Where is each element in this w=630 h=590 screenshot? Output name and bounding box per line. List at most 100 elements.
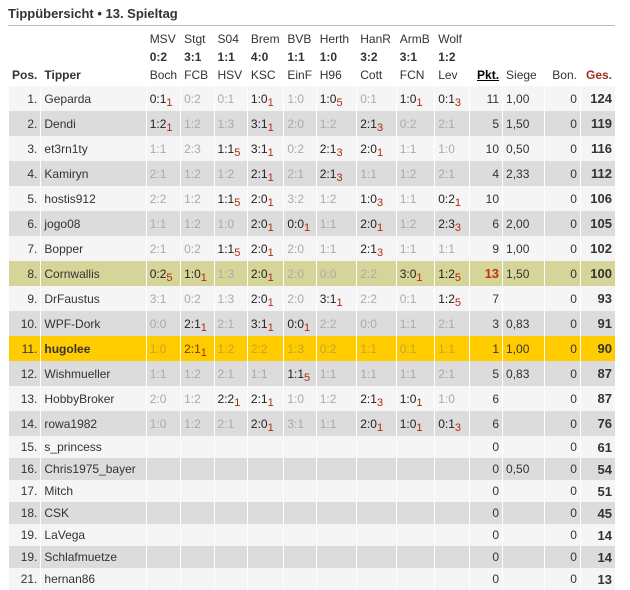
column-header-pkt[interactable]: Pkt. [468, 30, 503, 86]
tip-points: 1 [267, 421, 274, 434]
bonus: 0 [543, 186, 581, 211]
tip-cell [395, 568, 435, 590]
column-header-siege[interactable]: Siege [502, 30, 545, 86]
bonus: 0 [543, 311, 581, 336]
tip-cell: 1:0 [145, 411, 181, 436]
match-header-herth[interactable]: Herth 1:0 H96 [315, 30, 357, 86]
tip-cell [356, 568, 397, 590]
tip-score: 2:1 [149, 166, 167, 181]
tip-points: 1 [267, 246, 274, 259]
column-header-tipper[interactable]: Tipper [40, 30, 147, 86]
bonus: 0 [543, 336, 581, 361]
tipper-name[interactable]: s_princess [40, 436, 147, 458]
match-header-hanr[interactable]: HanR 3:2 Cott [356, 30, 397, 86]
tipper-name[interactable]: et3rn1ty [40, 136, 147, 161]
total: 45 [579, 502, 615, 524]
tip-score: 1:1 [399, 191, 417, 206]
match-home: HanR [360, 32, 391, 46]
tip-cell: 2:13 [315, 136, 357, 161]
tipper-name[interactable]: rowa1982 [40, 411, 147, 436]
tip-score: 1:1 [217, 241, 235, 256]
tip-score: 3:1 [250, 116, 268, 131]
tip-cell: 1:1 [315, 361, 357, 386]
bonus: 0 [543, 502, 581, 524]
tipper-name[interactable]: Bopper [40, 236, 147, 261]
bonus: 0 [543, 480, 581, 502]
tip-score: 1:0 [438, 391, 455, 406]
rank: 5. [7, 186, 41, 211]
tip-points: 1 [267, 196, 274, 209]
tip-cell: 1:1 [315, 211, 357, 236]
tip-points: 3 [336, 146, 343, 159]
match-result: 3:1 [399, 50, 418, 64]
column-header-pos[interactable]: Pos. [7, 30, 41, 86]
match-header-bvb[interactable]: BVB 1:1 EinF [283, 30, 317, 86]
match-header-armb[interactable]: ArmB 3:1 FCN [395, 30, 435, 86]
tip-cell: 2:13 [356, 236, 397, 261]
tip-score: 1:0 [399, 91, 417, 106]
tipper-name[interactable]: Cornwallis [40, 261, 147, 286]
tip-score: 0:2 [149, 266, 167, 281]
tipper-name[interactable]: HobbyBroker [40, 386, 147, 411]
tip-cell: 0:0 [356, 311, 397, 336]
tipper-name[interactable]: hostis912 [40, 186, 147, 211]
tip-cell: 1:15 [213, 186, 248, 211]
tip-cell: 1:1 [395, 311, 435, 336]
tipper-name[interactable]: Geparda [40, 86, 147, 111]
tipper-name[interactable]: CSK [40, 502, 147, 524]
tip-cell: 1:2 [180, 111, 215, 136]
tip-points: 3 [376, 121, 384, 134]
tipper-name[interactable]: hugolee [40, 336, 147, 361]
tipper-name[interactable]: Kamiryn [40, 161, 147, 186]
tip-cell [213, 458, 248, 480]
match-home: Herth [319, 32, 350, 46]
tip-cell: 0:1 [356, 86, 397, 111]
tipper-name[interactable]: WPF-Dork [40, 311, 147, 336]
tipper-name[interactable]: Wishmueller [40, 361, 147, 386]
tip-cell: 1:0 [145, 336, 181, 361]
match-header-brem[interactable]: Brem 4:0 KSC [246, 30, 284, 86]
tipper-name[interactable]: LaVega [40, 524, 147, 546]
tip-score: 1:2 [184, 116, 201, 131]
tip-score: 0:0 [149, 316, 167, 331]
tipper-name[interactable]: Dendi [40, 111, 147, 136]
tip-cell: 0:13 [434, 411, 470, 436]
tip-cell [213, 546, 248, 568]
tip-points: 1 [166, 121, 173, 134]
points: 9 [468, 236, 503, 261]
rank: 10. [7, 311, 41, 336]
tip-score: 2:1 [184, 316, 201, 331]
tip-cell: 2:1 [283, 161, 317, 186]
points: 4 [468, 161, 503, 186]
tipper-name[interactable]: jogo08 [40, 211, 147, 236]
match-header-stgt[interactable]: Stgt 3:1 FCB [180, 30, 215, 86]
tip-cell [283, 480, 317, 502]
tip-score: 2:1 [217, 366, 235, 381]
match-header-wolf[interactable]: Wolf 1:2 Lev [434, 30, 470, 86]
match-header-msv[interactable]: MSV 0:2 Boch [145, 30, 181, 86]
match-header-s04[interactable]: S04 1:1 HSV [213, 30, 248, 86]
tip-score: 2:1 [319, 141, 337, 156]
table-row: 16. Chris1975_bayer 0 0,50 0 54 [7, 458, 615, 480]
tipper-name[interactable]: hernan86 [40, 568, 147, 590]
tip-score: 2:2 [360, 266, 377, 281]
tipper-name[interactable]: Chris1975_bayer [40, 458, 147, 480]
tip-cell: 2:11 [246, 386, 284, 411]
bonus: 0 [543, 86, 581, 111]
match-home: Brem [250, 32, 280, 46]
tip-score: 2:1 [250, 391, 268, 406]
tip-cell: 3:01 [395, 261, 435, 286]
table-row: 18. CSK 0 0 45 [7, 502, 615, 524]
tip-score: 1:1 [399, 241, 417, 256]
tipper-name[interactable]: Mitch [40, 480, 147, 502]
total: 76 [579, 411, 615, 436]
column-header-bon[interactable]: Bon. [543, 30, 581, 86]
tip-cell [283, 568, 317, 590]
tip-cell: 1:1 [315, 411, 357, 436]
tip-score: 0:1 [217, 91, 235, 106]
tipper-name[interactable]: Schlafmuetze [40, 546, 147, 568]
tip-cell: 2:01 [246, 411, 284, 436]
tipper-name[interactable]: DrFaustus [40, 286, 147, 311]
column-header-ges[interactable]: Ges. [579, 30, 615, 86]
tip-score: 3:1 [319, 291, 337, 306]
